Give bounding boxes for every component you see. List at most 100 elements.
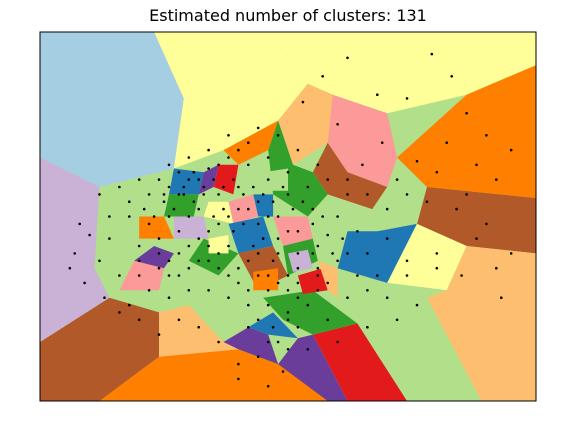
- data-point-38: [108, 215, 111, 218]
- data-point-32: [227, 156, 230, 159]
- data-point-109: [252, 185, 255, 189]
- data-point-171: [336, 340, 339, 344]
- data-point-183: [385, 207, 389, 211]
- data-point-76: [247, 259, 250, 263]
- data-point-92: [271, 259, 275, 263]
- data-point-176: [475, 237, 478, 240]
- data-point-1: [450, 75, 454, 78]
- data-point-113: [286, 274, 290, 277]
- data-point-96: [192, 200, 196, 203]
- data-point-77: [227, 244, 230, 248]
- data-point-105: [142, 207, 146, 211]
- data-point-90: [296, 252, 300, 255]
- data-point-136: [266, 156, 270, 159]
- data-point-70: [336, 259, 339, 263]
- data-point-94: [232, 230, 235, 233]
- cluster-region-29: [164, 194, 199, 217]
- data-point-59: [157, 333, 161, 336]
- data-point-22: [435, 252, 439, 255]
- data-point-45: [167, 274, 171, 277]
- cluster-region-1: [154, 32, 308, 169]
- data-point-179: [495, 178, 498, 181]
- data-point-192: [197, 178, 200, 181]
- data-point-163: [247, 325, 250, 329]
- cluster-region-22: [223, 327, 279, 365]
- data-point-147: [137, 274, 141, 277]
- data-point-145: [78, 222, 81, 226]
- data-point-125: [346, 296, 349, 300]
- data-point-210: [341, 237, 344, 240]
- data-point-135: [286, 170, 290, 174]
- data-point-159: [227, 215, 230, 218]
- data-point-169: [237, 377, 240, 381]
- data-point-153: [276, 252, 280, 255]
- data-point-212: [301, 200, 305, 203]
- cluster-region-11: [426, 246, 536, 401]
- cluster-region-45: [208, 235, 229, 254]
- data-point-129: [366, 252, 369, 255]
- cluster-regions: [40, 32, 536, 401]
- data-point-201: [177, 274, 181, 277]
- data-point-133: [326, 178, 330, 181]
- data-point-65: [237, 207, 240, 211]
- data-point-178: [465, 193, 468, 196]
- data-point-137: [247, 141, 250, 144]
- data-point-146: [68, 266, 72, 270]
- data-point-52: [296, 325, 300, 329]
- cluster-region-5: [278, 83, 333, 165]
- data-point-42: [103, 296, 106, 300]
- data-point-165: [286, 348, 290, 351]
- cluster-region-33: [203, 201, 234, 224]
- data-point-25: [376, 274, 379, 277]
- data-point-41: [83, 281, 86, 285]
- data-point-43: [128, 303, 131, 307]
- data-point-95: [212, 215, 215, 218]
- data-point-40: [73, 252, 76, 255]
- data-point-44: [147, 289, 151, 292]
- cluster-region-42: [317, 260, 338, 298]
- data-point-112: [192, 170, 196, 174]
- data-point-58: [177, 318, 181, 322]
- data-point-17: [455, 207, 458, 211]
- data-point-0: [430, 52, 434, 56]
- data-point-118: [187, 289, 191, 292]
- cluster-region-8: [372, 187, 427, 232]
- cluster-region-39: [253, 194, 274, 217]
- data-point-84: [177, 230, 181, 233]
- data-point-12: [415, 159, 419, 163]
- data-point-203: [217, 266, 220, 270]
- data-point-198: [118, 274, 121, 277]
- data-point-170: [326, 318, 330, 322]
- data-point-106: [311, 222, 315, 226]
- cluster-region-10: [387, 223, 467, 291]
- data-point-6: [336, 123, 339, 126]
- data-point-142: [137, 178, 141, 181]
- data-point-132: [346, 193, 349, 196]
- data-point-199: [137, 259, 141, 263]
- data-point-19: [509, 252, 513, 255]
- data-point-172: [366, 325, 369, 329]
- data-point-108: [271, 200, 275, 203]
- data-point-50: [266, 303, 270, 307]
- cluster-region-15: [278, 334, 348, 401]
- cluster-region-20: [119, 260, 164, 291]
- data-point-194: [157, 178, 161, 181]
- cluster-region-43: [263, 168, 288, 191]
- cluster-region-13: [312, 323, 407, 401]
- data-point-61: [118, 311, 121, 314]
- data-point-177: [495, 266, 498, 270]
- data-point-196: [108, 237, 111, 240]
- cluster-region-40: [134, 246, 174, 269]
- data-point-174: [415, 303, 419, 307]
- data-point-213: [281, 185, 285, 189]
- data-point-29: [286, 193, 290, 196]
- data-point-134: [306, 185, 310, 189]
- data-point-24: [385, 237, 389, 240]
- data-point-102: [202, 193, 205, 196]
- data-point-55: [237, 362, 240, 366]
- data-point-28: [311, 207, 315, 211]
- data-point-219: [162, 193, 166, 196]
- cluster-region-16: [40, 297, 159, 401]
- data-point-180: [475, 163, 478, 167]
- data-point-114: [266, 289, 270, 292]
